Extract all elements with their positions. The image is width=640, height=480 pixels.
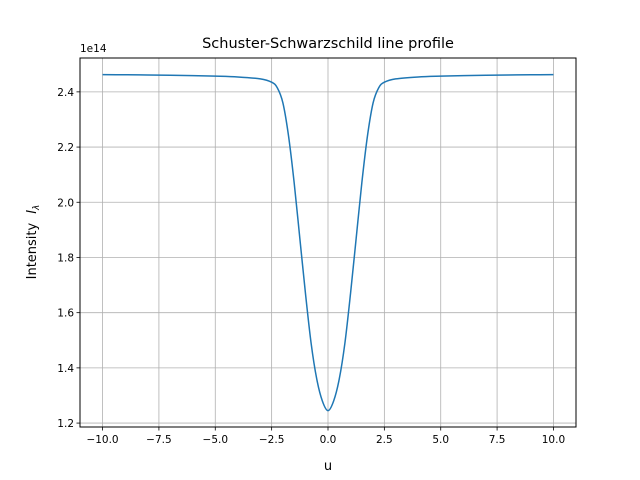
x-axis-label: u <box>324 459 332 474</box>
x-tick-label: −5.0 <box>203 434 229 446</box>
x-tick-label: 7.5 <box>489 434 506 446</box>
x-tick-label: −2.5 <box>259 434 285 446</box>
y-axis-label: Intensity Iλ <box>25 205 42 280</box>
y-tick-label: 2.0 <box>57 197 74 209</box>
y-tick-label: 2.4 <box>57 87 74 99</box>
x-tick-label: −7.5 <box>146 434 172 446</box>
y-tick-label: 1.8 <box>57 252 74 264</box>
chart-title: Schuster-Schwarzschild line profile <box>202 36 454 52</box>
y-offset-label: 1e14 <box>80 43 107 55</box>
x-tick-label: 0.0 <box>320 434 337 446</box>
y-tick-label: 1.4 <box>57 363 74 375</box>
y-tick-label: 1.6 <box>57 308 74 320</box>
y-tick-label: 2.2 <box>57 142 74 154</box>
x-tick-label: −10.0 <box>86 434 118 446</box>
y-axis-label-text: Intensity <box>25 222 40 279</box>
series-line <box>102 73 554 412</box>
x-tick-label: 2.5 <box>376 434 393 446</box>
x-tick-label: 5.0 <box>432 434 449 446</box>
plot-area <box>102 73 554 412</box>
grid-lines <box>80 58 576 427</box>
y-axis-label-symbol: I <box>25 210 40 214</box>
axis-ticks: −10.0 −7.5 −5.0 −2.5 0.0 2.5 5.0 7.5 10.0 1.2 1.4 1… <box>57 87 565 446</box>
y-tick-label: 1.2 <box>57 418 74 430</box>
y-axis-label-subscript: λ <box>32 205 42 211</box>
x-tick-label: 10.0 <box>542 434 565 446</box>
